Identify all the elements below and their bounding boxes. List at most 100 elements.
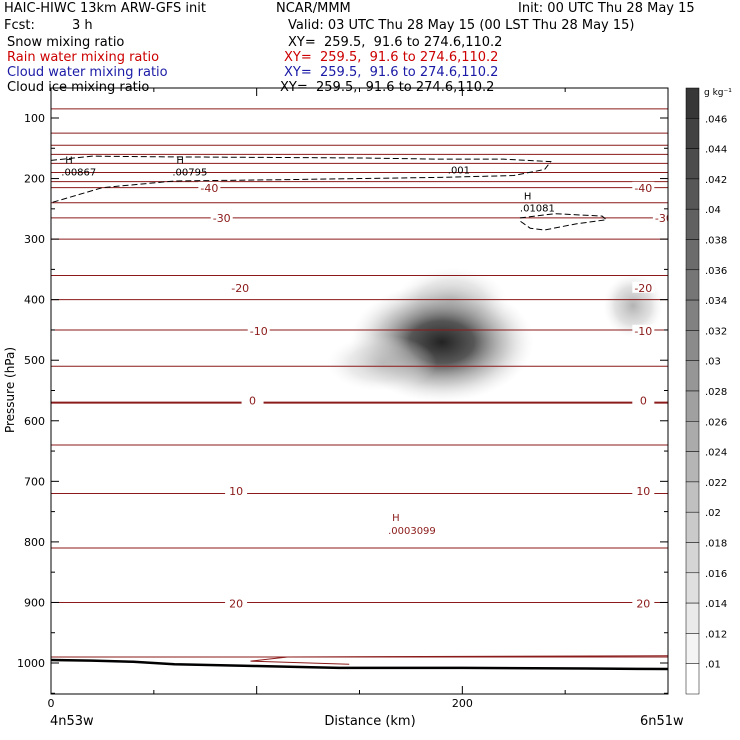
- colorbar-tick-label: .016: [705, 569, 727, 580]
- temperature-isotherms: -40 -30 -20 -10 0 10 20 -40 -30 -20 -10 0 10 20 H .0003…: [51, 108, 673, 658]
- isotherm-label: -30: [655, 212, 673, 225]
- colorbar-tick-label: .026: [705, 417, 727, 428]
- isotherm-label-bg: [652, 212, 668, 224]
- isotherm-label: 0: [249, 394, 256, 407]
- isotherm-label-bg: [632, 281, 655, 293]
- snow-max-letter: H: [176, 155, 184, 166]
- colorbar-tick-label: .038: [705, 236, 727, 247]
- snow-max-value: .00795: [172, 167, 207, 178]
- legend-cloudwater-name: Cloud water mixing ratio: [7, 65, 168, 80]
- colorbar-tick-label: .044: [705, 145, 727, 156]
- colorbar-swatch: [685, 178, 700, 210]
- snow-max-value: .01081: [520, 204, 555, 215]
- y-tick-label: 800: [24, 536, 45, 549]
- org-label: NCAR/MMM: [276, 1, 351, 16]
- colorbar-swatch: [685, 87, 700, 119]
- colorbar-unit: g kg⁻¹: [704, 88, 732, 98]
- y-tick-label: 600: [24, 415, 45, 428]
- colorbar-tick-label: .046: [705, 114, 727, 125]
- colorbar-swatch: [685, 330, 700, 361]
- colorbar-swatch: [685, 663, 700, 695]
- fcst-value: 3 h: [72, 18, 93, 33]
- x-axis-label: Distance (km): [324, 714, 415, 729]
- left-endpoint-label: 4n53w: [50, 714, 94, 729]
- colorbar-tick-label: .024: [705, 448, 727, 459]
- y-tick-label: 300: [24, 233, 45, 246]
- temp-max-letter: H: [392, 513, 400, 524]
- init-time: Init: 00 UTC Thu 28 May 15: [518, 1, 695, 16]
- isotherm-label: 20: [229, 597, 243, 610]
- legend-rain-name: Rain water mixing ratio: [7, 50, 160, 65]
- colorbar-tick-label: .032: [705, 326, 727, 337]
- isotherm-label: -20: [634, 282, 652, 295]
- fcst-label: Fcst:: [4, 18, 35, 33]
- colorbar-tick-label: .042: [705, 175, 727, 186]
- mixing-ratio-shading: [326, 267, 664, 403]
- colorbar-swatch: [685, 633, 700, 664]
- x-tick-label: 200: [452, 697, 473, 710]
- y-tick-label: 200: [24, 173, 45, 186]
- y-tick-label: 700: [24, 475, 45, 488]
- colorbar: .046 .044 .042 .04 .038 .036 .034 .032 .03 .028 .0…: [685, 87, 727, 695]
- isotherm-label-bg: [225, 485, 248, 497]
- colorbar-tick-label: .01: [705, 660, 721, 671]
- dashed-contour-tongue: [51, 155, 552, 204]
- y-tick-label: 500: [24, 354, 45, 367]
- isotherm-label-bg: [632, 181, 655, 193]
- isotherm-label-bg: [198, 181, 221, 193]
- colorbar-swatch: [685, 602, 700, 634]
- y-tick-label: 100: [24, 112, 45, 125]
- y-axis-label: Pressure (hPa): [3, 347, 17, 433]
- colorbar-swatch: [685, 511, 700, 543]
- isotherm-label: -10: [250, 325, 268, 338]
- x-tick-label: 0: [48, 697, 55, 710]
- colorbar-swatch: [685, 572, 700, 604]
- y-tick-label: 400: [24, 294, 45, 307]
- isotherm-label-bg: [210, 212, 233, 224]
- isotherm-label: -20: [231, 282, 249, 295]
- colorbar-swatch: [685, 451, 700, 483]
- isotherm-label: 10: [636, 485, 650, 498]
- isotherm-label: 10: [229, 485, 243, 498]
- colorbar-tick-label: .014: [705, 599, 727, 610]
- isotherm-label: 20: [636, 597, 650, 610]
- dashed-contour-label: .001: [448, 166, 470, 177]
- isotherm-label-bg: [632, 324, 655, 336]
- isotherm-label-bg: [229, 281, 252, 293]
- snow-max-value: .00867: [61, 167, 96, 178]
- isotherm-label-bg: [241, 394, 264, 406]
- colorbar-tick-label: .022: [705, 478, 727, 489]
- legend-cloudwater-xy: XY= 259.5, 91.6 to 274.6,110.2: [284, 65, 499, 80]
- isotherm-label-bg: [225, 597, 248, 609]
- snow-max-letter: H: [65, 155, 73, 166]
- colorbar-swatch: [685, 421, 700, 452]
- colorbar-swatch: [685, 239, 700, 271]
- colorbar-swatch: [685, 148, 700, 180]
- terrain-line: [51, 655, 668, 671]
- colorbar-tick-label: .036: [705, 266, 727, 277]
- isotherm-label: -30: [213, 212, 231, 225]
- colorbar-swatch: [685, 269, 700, 301]
- isotherm-label-bg: [247, 324, 270, 336]
- isotherm-label-bg: [632, 597, 655, 609]
- shade-lower-lobe: [326, 335, 437, 392]
- colorbar-swatch: [685, 208, 700, 240]
- isotherm-label-bg: [632, 485, 655, 497]
- valid-time: Valid: 03 UTC Thu 28 May 15 (00 LST Thu …: [288, 18, 635, 33]
- y-tick-label: 1000: [17, 657, 45, 670]
- colorbar-tick-label: .03: [705, 357, 721, 368]
- y-tick-label: 900: [24, 596, 45, 609]
- legend-snow-name: Snow mixing ratio: [7, 35, 125, 50]
- dashed-contour-small: [519, 213, 608, 231]
- legend-rain-xy: XY= 259.5, 91.6 to 274.6,110.2: [284, 50, 499, 65]
- isotherm-label: 0: [640, 394, 647, 407]
- isotherm-label-bg: [632, 394, 655, 406]
- plot-title: HAIC-HIWC 13km ARW-GFS init: [4, 1, 206, 16]
- colorbar-swatch: [685, 360, 700, 392]
- temp-max-value: .0003099: [388, 526, 436, 537]
- isotherm-label: -40: [634, 182, 652, 195]
- colorbar-swatch: [685, 118, 700, 149]
- right-endpoint-label: 6n51w: [640, 714, 684, 729]
